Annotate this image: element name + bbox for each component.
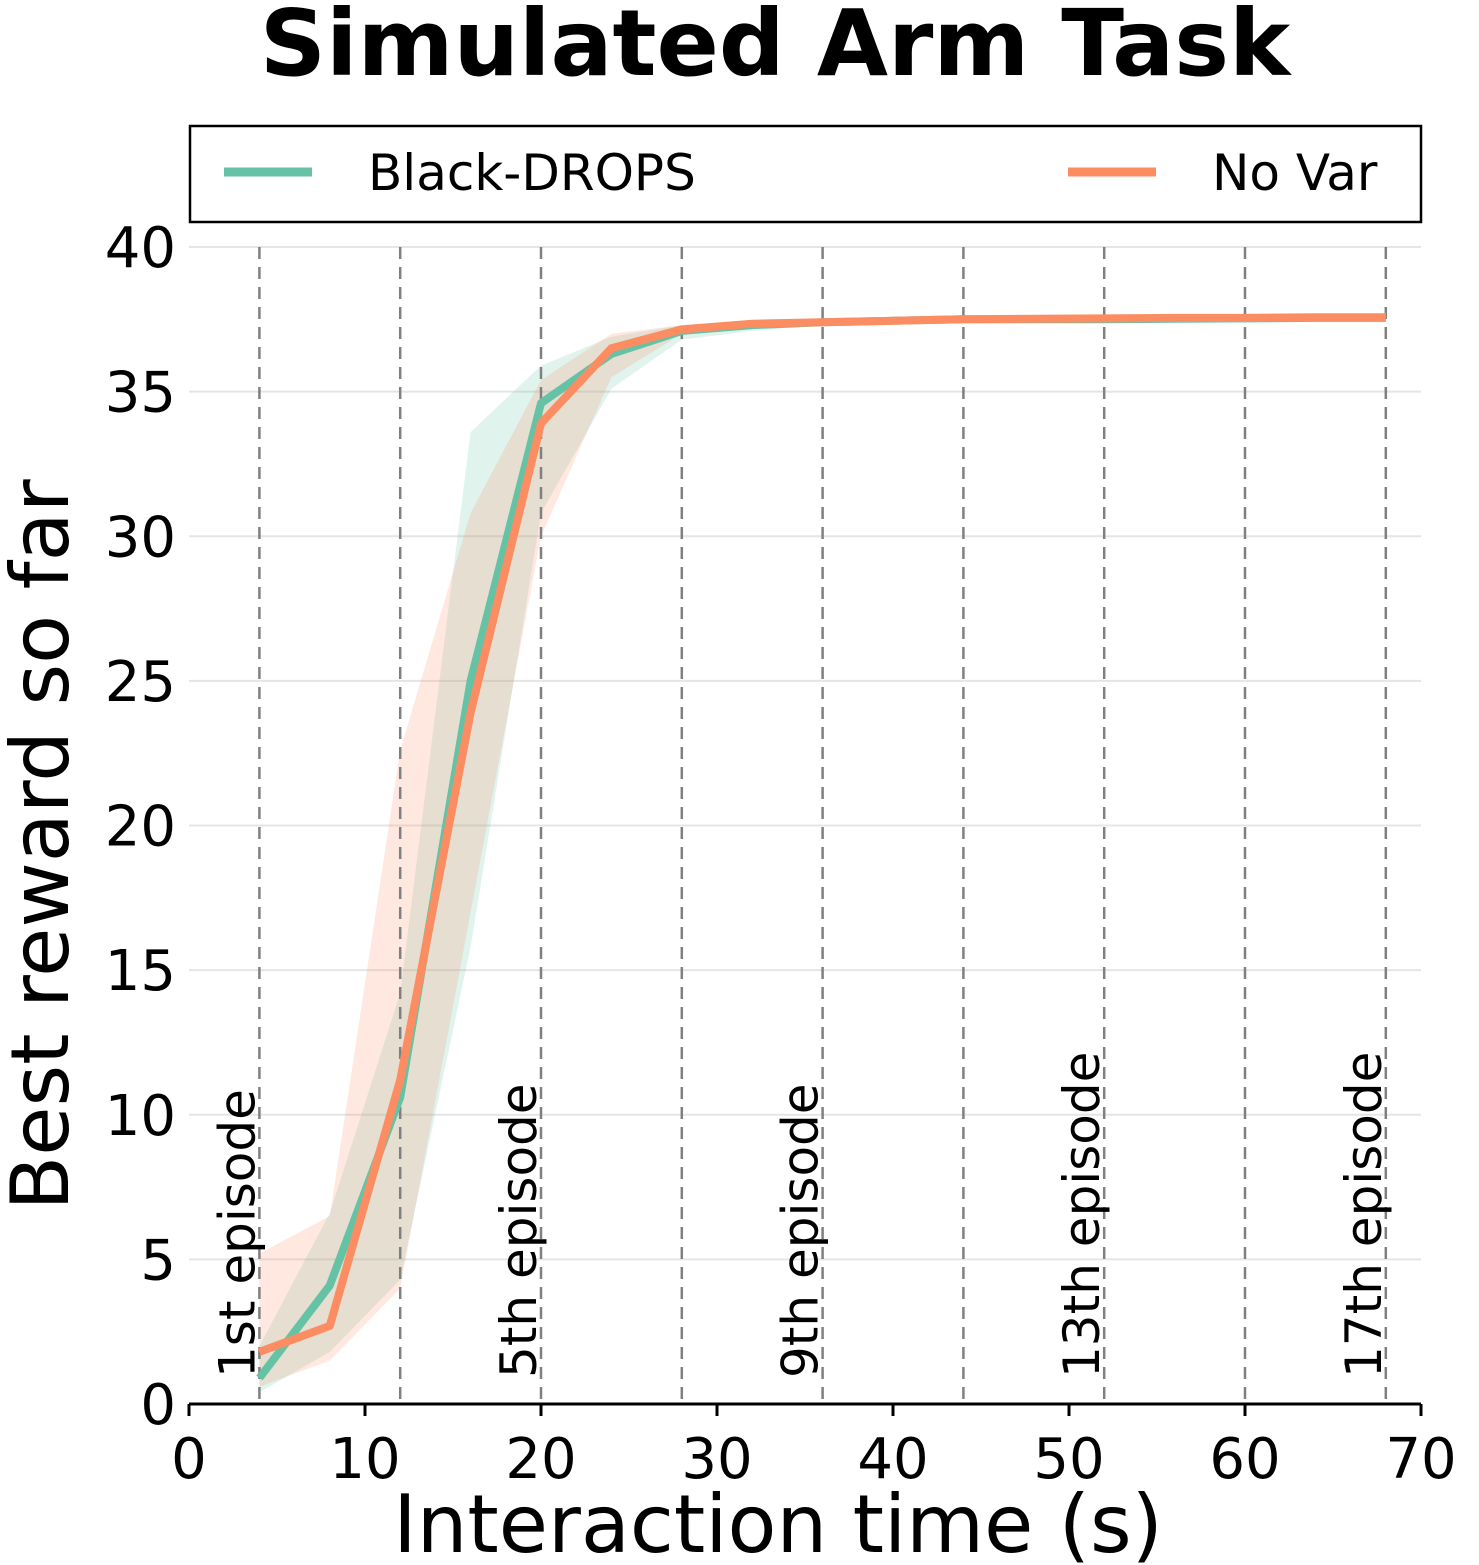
y-tick-label: 0 xyxy=(140,1373,176,1438)
y-tick-label: 40 xyxy=(105,216,176,281)
x-tick-label: 20 xyxy=(505,1427,576,1492)
x-axis-label: Interaction time (s) xyxy=(393,1478,1163,1565)
legend: Black-DROPS No Var xyxy=(188,124,1423,224)
legend-label-black-drops: Black-DROPS xyxy=(368,144,696,202)
episode-label-5th-episode: 5th episode xyxy=(490,1083,548,1378)
band-no-var xyxy=(259,315,1386,1387)
y-tick-label: 25 xyxy=(105,650,176,715)
x-axis-ticks: 0 10 20 30 40 50 60 70 xyxy=(171,1404,1457,1492)
y-tick-label: 35 xyxy=(105,361,176,426)
x-tick-label: 70 xyxy=(1385,1427,1456,1492)
y-tick-label: 10 xyxy=(105,1084,176,1149)
x-tick-label: 10 xyxy=(329,1427,400,1492)
legend-label-no-var: No Var xyxy=(1212,144,1378,202)
y-tick-label: 5 xyxy=(140,1228,176,1293)
x-tick-label: 0 xyxy=(171,1427,207,1492)
y-tick-label: 20 xyxy=(105,795,176,860)
episode-label-1st-episode: 1st episode xyxy=(208,1089,266,1378)
chart-title: Simulated Arm Task xyxy=(260,0,1292,97)
x-tick-label: 40 xyxy=(857,1427,928,1492)
x-tick-label: 30 xyxy=(681,1427,752,1492)
series-lines xyxy=(256,313,1386,1381)
episode-label-9th-episode: 9th episode xyxy=(772,1083,830,1378)
episode-markers xyxy=(258,247,1388,1404)
episode-label-17th-episode: 17th episode xyxy=(1335,1052,1393,1378)
band-black-drops xyxy=(259,316,1386,1393)
x-tick-label: 50 xyxy=(1033,1427,1104,1492)
legend-box xyxy=(188,124,1423,224)
y-tick-label: 30 xyxy=(105,505,176,570)
series-line-no-var xyxy=(258,313,1386,1356)
y-axis-label: Best reward so far xyxy=(0,479,87,1210)
episode-labels: 1st episode 5th episode 9th episode 13th ep… xyxy=(208,1052,1392,1378)
confidence-bands xyxy=(259,315,1386,1393)
episode-label-13th-episode: 13th episode xyxy=(1053,1052,1111,1378)
x-tick-label: 60 xyxy=(1209,1427,1280,1492)
y-axis-ticks: 0 5 10 15 20 25 30 35 40 xyxy=(105,216,176,1438)
y-tick-label: 15 xyxy=(105,939,176,1004)
